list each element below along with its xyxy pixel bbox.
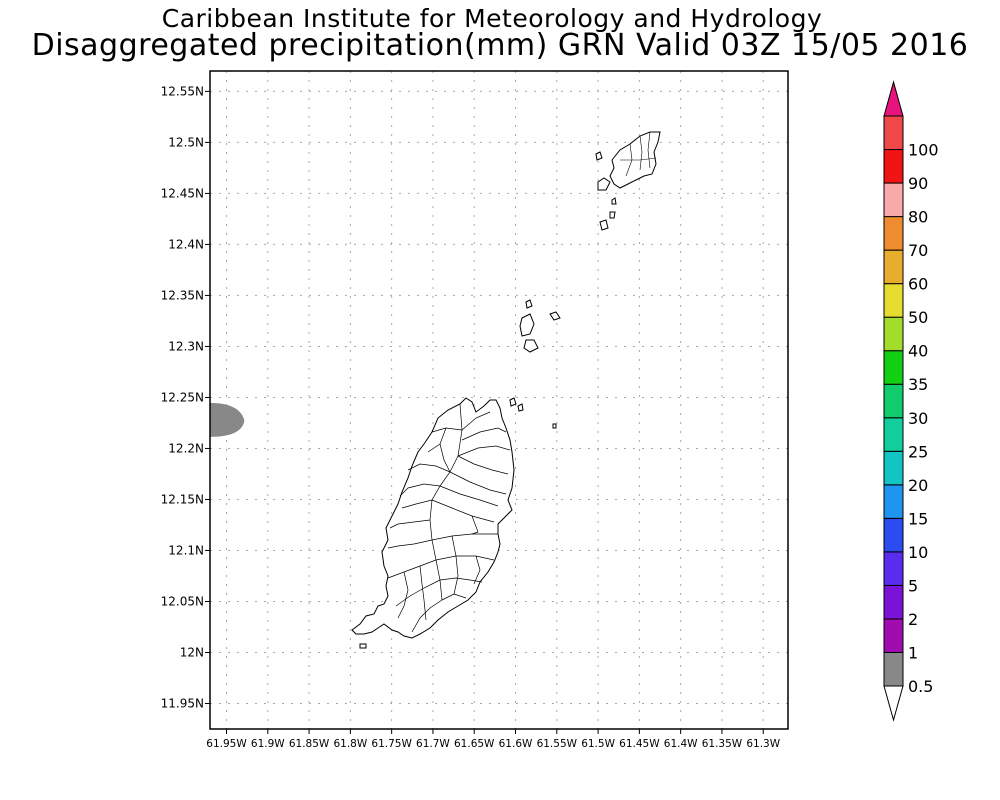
lat-tick-label: 12.1N	[168, 543, 204, 557]
lat-tick-label: 12N	[180, 645, 204, 659]
colorbar-label: 30	[908, 409, 928, 428]
colorbar-swatch	[883, 383, 904, 419]
colorbar-swatch	[883, 216, 904, 251]
map-gridlines	[210, 71, 788, 729]
lon-tick-label: 61.4W	[664, 738, 698, 750]
colorbar-label: 100	[908, 141, 939, 160]
lon-tick-label: 61.5W	[581, 738, 615, 750]
colorbar-label: 50	[908, 308, 928, 327]
parish-boundaries	[387, 403, 511, 633]
colorbar-label: 40	[908, 342, 928, 361]
small-island	[523, 339, 539, 353]
map-frame	[209, 70, 789, 730]
lat-tick-label: 12.15N	[161, 492, 204, 506]
lon-tick-label: 61.6W	[499, 738, 533, 750]
colorbar-swatch	[883, 115, 904, 151]
lon-tick-label: 61.65W	[454, 738, 495, 750]
colorbar-label: 15	[908, 509, 928, 528]
colorbar-swatch	[883, 417, 904, 452]
colorbar-label: 80	[908, 208, 928, 227]
lon-tick-label: 61.95W	[206, 738, 247, 750]
lat-tick-label: 12.3N	[168, 339, 204, 353]
colorbar-swatch	[883, 149, 904, 184]
colorbar-swatch	[883, 618, 904, 653]
map-background	[210, 71, 788, 729]
map-subtitle: Disaggregated precipitation(mm) GRN Vali…	[31, 28, 969, 63]
small-island	[519, 313, 535, 337]
small-island	[359, 643, 367, 649]
lat-tick-label: 12.25N	[161, 390, 204, 404]
lon-tick-label: 61.45W	[619, 738, 660, 750]
colorbar-top-arrow	[883, 80, 904, 117]
colorbar-swatch	[883, 249, 904, 285]
small-island	[517, 403, 524, 412]
colorbar-swatch	[883, 651, 904, 687]
colorbar-label: 0.5	[908, 677, 933, 696]
small-island	[611, 197, 617, 205]
colorbar-label: 10	[908, 543, 928, 562]
lat-tick-label: 12.45N	[161, 186, 204, 200]
lon-tick-label: 61.55W	[537, 738, 578, 750]
lat-tick-label: 12.05N	[161, 594, 204, 608]
colorbar-swatch	[883, 517, 904, 553]
colorbar-swatch	[883, 182, 904, 218]
precip-area	[210, 402, 245, 437]
small-island	[552, 423, 557, 429]
colorbar-swatch	[883, 350, 904, 385]
lon-tick-label: 61.9W	[251, 738, 285, 750]
small-island	[549, 311, 561, 321]
colorbar-label: 5	[908, 576, 918, 595]
lon-tick-label: 61.3W	[746, 738, 780, 750]
lat-tick-label: 12.55N	[161, 84, 204, 98]
colorbar-label: 2	[908, 610, 918, 629]
colorbar-label: 90	[908, 174, 928, 193]
lat-tick-label: 12.2N	[168, 441, 204, 455]
lon-tick-label: 61.7W	[416, 738, 450, 750]
colorbar-swatch	[883, 551, 904, 586]
small-island	[509, 397, 517, 407]
lat-tick-label: 12.5N	[168, 135, 204, 149]
lat-tick-label: 12.4N	[168, 237, 204, 251]
lon-tick-label: 61.8W	[333, 738, 367, 750]
lat-tick-label: 11.95N	[161, 696, 204, 710]
small-island	[595, 151, 603, 161]
colorbar-bottom-arrow	[883, 685, 904, 722]
small-island	[599, 219, 609, 231]
coastline-and-parishes	[351, 131, 661, 649]
colorbar-label: 20	[908, 476, 928, 495]
map-axes: 12.55N 12.5N 12.45N 12.4N 12.35N 12.3N 12.25N 1…	[161, 70, 789, 750]
colorbar-label: 1	[908, 643, 918, 662]
lat-tick-label: 12.35N	[161, 288, 204, 302]
colorbar-swatch	[883, 584, 904, 620]
colorbar-label: 25	[908, 442, 928, 461]
colorbar-swatch	[883, 283, 904, 318]
colorbar-swatch	[883, 450, 904, 486]
colorbar-label: 35	[908, 375, 928, 394]
grenada-island	[351, 397, 515, 639]
small-island	[609, 211, 616, 219]
small-island	[597, 177, 611, 191]
small-island	[525, 299, 533, 309]
map-title: Caribbean Institute for Meteorology and …	[161, 4, 823, 33]
colorbar-label: 70	[908, 241, 928, 260]
lon-tick-label: 61.85W	[289, 738, 330, 750]
colorbar-swatch	[883, 484, 904, 519]
lon-tick-label: 61.75W	[371, 738, 412, 750]
colorbar-swatch	[883, 316, 904, 352]
colorbar-label: 60	[908, 275, 928, 294]
lon-tick-label: 61.35W	[702, 738, 743, 750]
